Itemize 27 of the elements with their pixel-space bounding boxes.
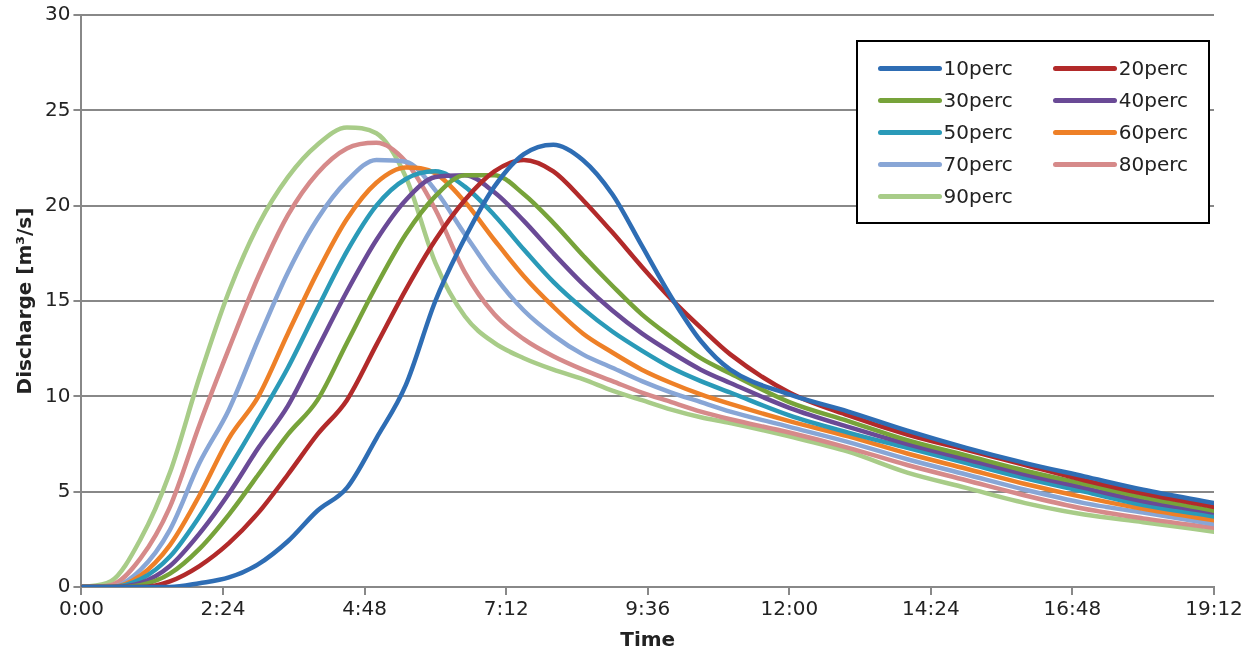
x-tick-label: 12:00 — [760, 596, 819, 621]
x-tick-label: 4:48 — [342, 596, 388, 621]
x-tick-label: 14:24 — [902, 596, 960, 621]
y-tick-label: 0 — [57, 573, 71, 598]
legend-label: 90perc — [943, 184, 1013, 208]
legend-label: 30perc — [943, 88, 1013, 112]
y-tick-label: 25 — [45, 96, 71, 121]
y-axis-title: Discharge [m³/s] — [12, 207, 37, 395]
legend-label: 80perc — [1118, 152, 1188, 176]
y-tick-label: 10 — [45, 382, 71, 407]
x-tick-label: 16:48 — [1043, 596, 1102, 621]
x-tick-label: 0:00 — [58, 596, 104, 621]
legend-label: 40perc — [1118, 88, 1188, 112]
legend-label: 50perc — [943, 120, 1013, 144]
x-tick-label: 2:24 — [200, 596, 246, 621]
x-tick-label: 19:12 — [1185, 596, 1243, 621]
legend-label: 60perc — [1118, 120, 1188, 144]
y-tick-label: 5 — [57, 477, 71, 502]
y-tick-label: 20 — [45, 191, 71, 216]
x-tick-label: 7:12 — [483, 596, 529, 621]
x-axis-title: Time — [620, 627, 676, 652]
y-tick-label: 15 — [45, 287, 71, 312]
legend-label: 70perc — [943, 152, 1013, 176]
legend-label: 10perc — [943, 56, 1013, 80]
legend-label: 20perc — [1118, 56, 1188, 80]
y-tick-label: 30 — [45, 1, 71, 26]
x-tick-label: 9:36 — [625, 596, 671, 621]
